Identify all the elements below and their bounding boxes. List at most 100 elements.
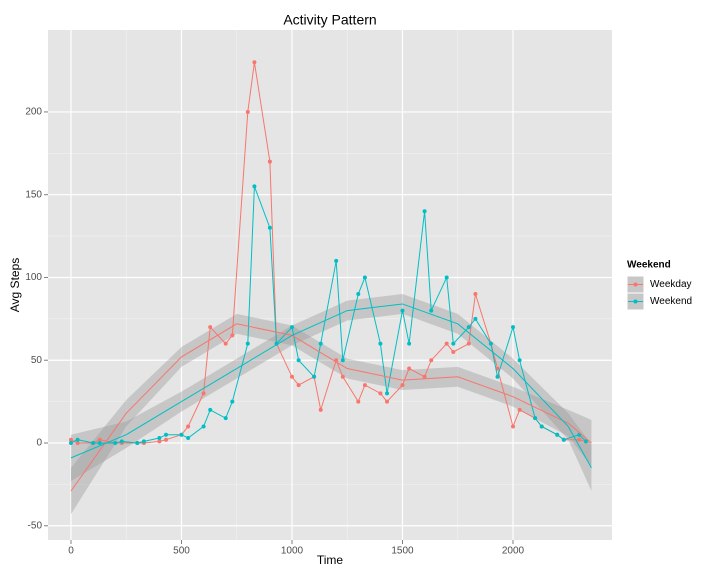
data-point	[91, 440, 96, 445]
data-point	[318, 407, 323, 412]
y-tick-label: 50	[31, 355, 43, 366]
smooth-line	[70, 323, 592, 492]
data-point	[135, 440, 140, 445]
data-point	[473, 316, 478, 321]
data-point	[318, 341, 323, 346]
data-point	[312, 374, 317, 379]
data-point	[179, 432, 184, 437]
data-point	[230, 399, 235, 404]
x-tick-label: 2000	[502, 546, 525, 557]
x-axis-title: Time	[317, 553, 344, 567]
data-point	[561, 437, 566, 442]
series-line	[70, 186, 587, 444]
data-point	[451, 349, 456, 354]
data-point	[444, 275, 449, 280]
data-point	[362, 383, 367, 388]
data-point	[510, 424, 515, 429]
legend-point	[633, 282, 638, 287]
data-point	[517, 407, 522, 412]
data-point	[296, 358, 301, 363]
data-point	[356, 292, 361, 297]
data-point	[289, 374, 294, 379]
y-tick-label: -50	[28, 520, 43, 531]
data-point	[141, 439, 146, 444]
data-point	[407, 366, 412, 371]
data-point	[267, 225, 272, 230]
y-axis-title: Avg Steps	[8, 258, 22, 312]
data-point	[539, 424, 544, 429]
data-point	[230, 333, 235, 338]
data-point	[577, 437, 582, 442]
chart-title: Activity Pattern	[283, 12, 376, 28]
data-point	[400, 383, 405, 388]
data-point	[378, 391, 383, 396]
data-point	[555, 432, 560, 437]
x-tick-label: 1000	[281, 546, 304, 557]
data-point	[157, 439, 162, 444]
data-point	[208, 407, 213, 412]
data-point	[274, 341, 279, 346]
data-point	[208, 325, 213, 330]
data-point	[186, 436, 191, 441]
data-point	[495, 374, 500, 379]
data-point	[340, 374, 345, 379]
data-point	[340, 358, 345, 363]
x-tick-label: 0	[68, 546, 74, 557]
data-point	[488, 341, 493, 346]
panel	[48, 30, 612, 540]
data-point	[252, 184, 257, 189]
data-point	[362, 275, 367, 280]
data-point	[68, 437, 73, 442]
y-tick-label: 150	[25, 189, 42, 200]
data-point	[583, 439, 588, 444]
data-point	[451, 341, 456, 346]
data-point	[97, 437, 102, 442]
data-point	[164, 437, 169, 442]
data-point	[289, 325, 294, 330]
data-point	[334, 258, 339, 263]
data-point	[201, 424, 206, 429]
y-tick-label: 100	[25, 272, 42, 283]
data-point	[223, 416, 228, 421]
data-point	[186, 424, 191, 429]
data-point	[201, 391, 206, 396]
data-point	[429, 358, 434, 363]
legend-label: Weekend	[650, 296, 692, 307]
y-tick-label: 0	[36, 438, 42, 449]
data-point	[385, 391, 390, 396]
data-point	[466, 341, 471, 346]
x-tick-label: 500	[173, 546, 190, 557]
legend-label: Weekday	[650, 279, 692, 290]
data-point	[422, 374, 427, 379]
data-point	[164, 432, 169, 437]
data-point	[157, 436, 162, 441]
data-point	[356, 399, 361, 404]
data-point	[429, 308, 434, 313]
data-point	[119, 439, 124, 444]
data-point	[113, 440, 118, 445]
confidence-band	[70, 313, 592, 515]
data-point	[400, 308, 405, 313]
smooth-line	[70, 303, 592, 469]
series-line	[70, 62, 587, 444]
data-point	[75, 440, 80, 445]
data-point	[510, 325, 515, 330]
data-point	[378, 341, 383, 346]
data-point	[444, 341, 449, 346]
data-point	[97, 440, 102, 445]
x-tick-label: 1500	[391, 546, 414, 557]
data-point	[473, 292, 478, 297]
data-point	[466, 325, 471, 330]
data-point	[223, 341, 228, 346]
data-point	[517, 358, 522, 363]
data-point	[385, 399, 390, 404]
legend-point	[633, 299, 638, 304]
y-tick-label: 200	[25, 107, 42, 118]
data-point	[245, 341, 250, 346]
data-point	[267, 159, 272, 164]
data-point	[245, 109, 250, 114]
data-point	[75, 437, 80, 442]
data-point	[422, 209, 427, 214]
data-point	[252, 60, 257, 65]
